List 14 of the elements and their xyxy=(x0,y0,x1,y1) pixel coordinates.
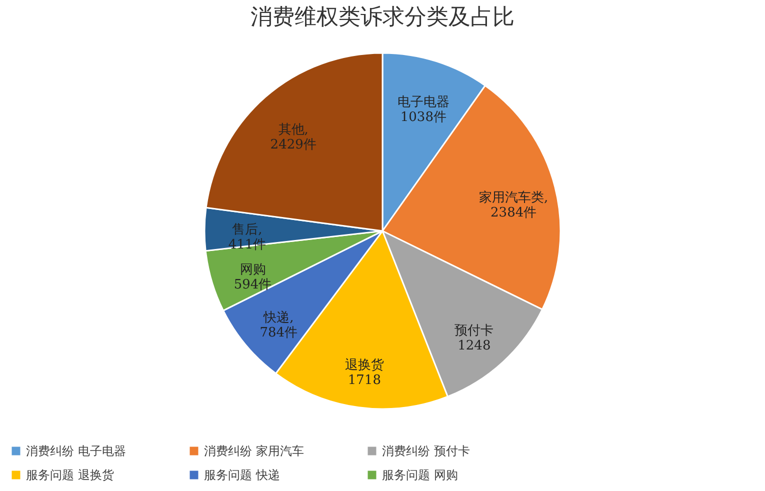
legend-label: 消费纠纷 电子电器 xyxy=(26,444,126,458)
legend-label: 消费纠纷 预付卡 xyxy=(382,444,470,458)
chart-title: 消费维权类诉求分类及占比 xyxy=(250,5,514,30)
data-label: 预付卡 1248 xyxy=(454,323,494,354)
legend-label: 服务问题 网购 xyxy=(382,468,458,482)
data-label: 其他, 2429件 xyxy=(270,122,316,152)
legend-label: 消费纠纷 家用汽车 xyxy=(204,444,304,458)
data-label: 电子电器 1038件 xyxy=(397,95,450,126)
data-label: 快递, 784件 xyxy=(260,310,298,341)
legend-label: 服务问题 快递 xyxy=(204,468,280,482)
legend-label: 服务问题 退换货 xyxy=(26,468,114,482)
data-label: 网购 594件 xyxy=(234,262,272,292)
data-label: 家用汽车类, 2384件 xyxy=(479,190,548,221)
data-label: 退换货 1718 xyxy=(344,358,384,388)
